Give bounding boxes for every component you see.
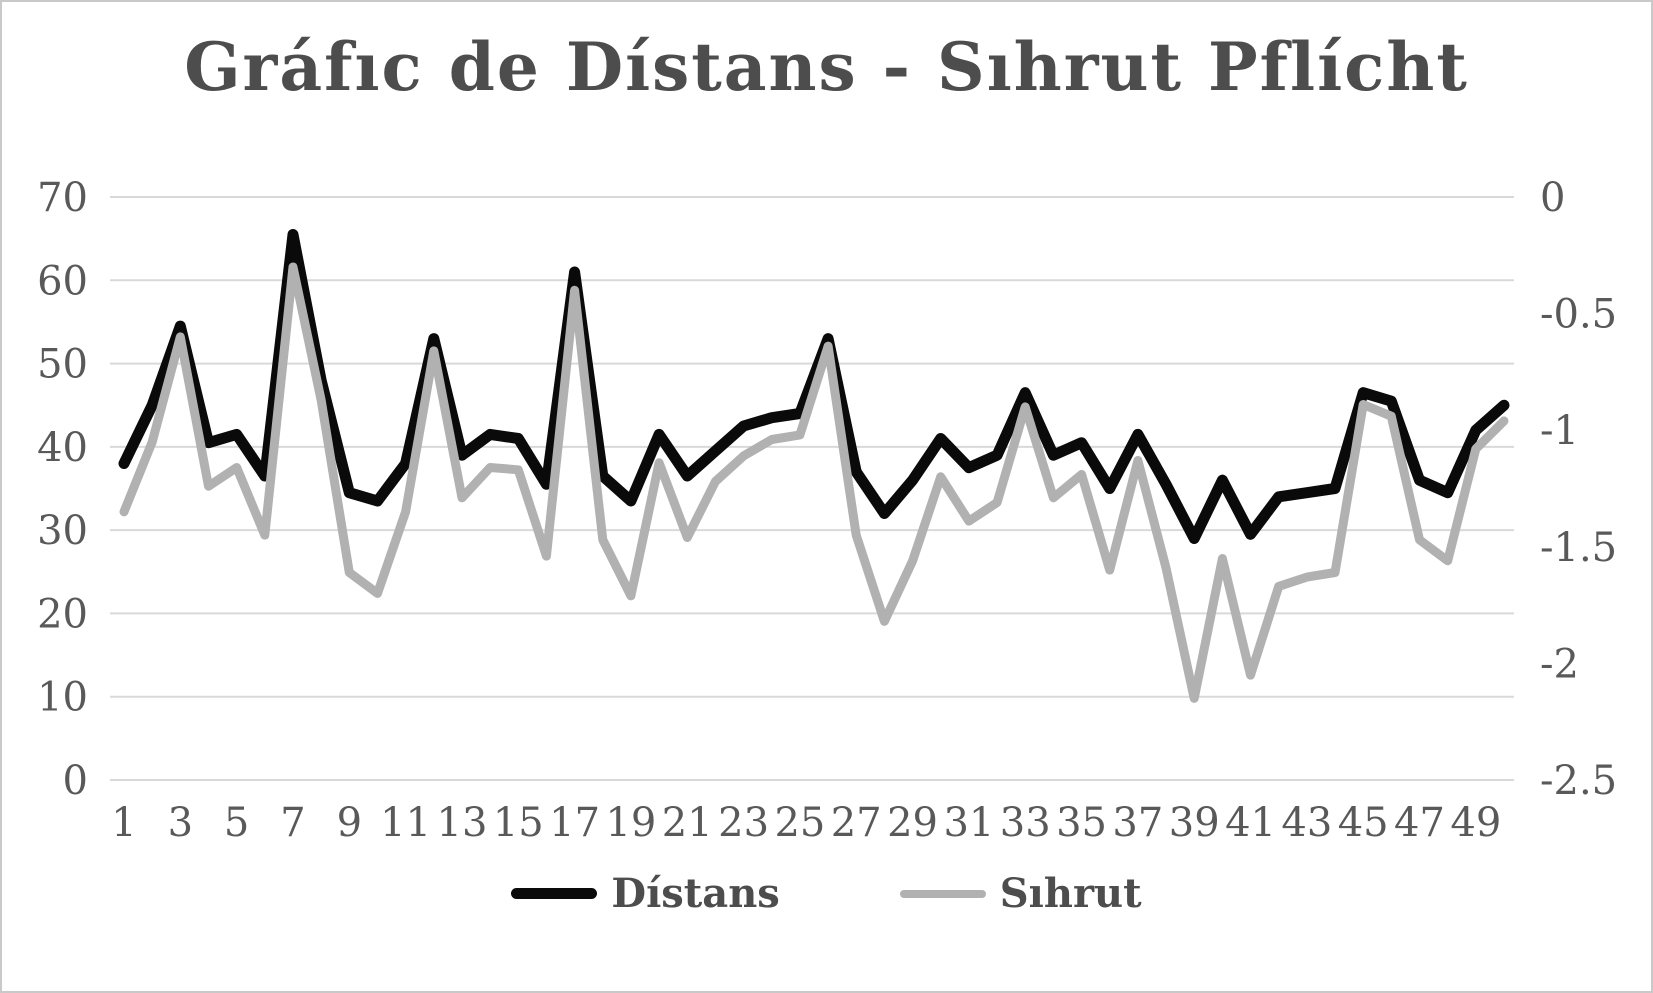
left-axis-tick-label: 60: [37, 258, 88, 304]
x-axis-tick-label: 25: [774, 800, 825, 846]
left-axis-tick-label: 50: [37, 342, 88, 388]
x-axis-tick-label: 11: [380, 800, 431, 846]
right-axis-tick-label: 0: [1540, 175, 1565, 221]
right-axis-tick-label: -0.5: [1540, 292, 1617, 338]
left-axis-tick-label: 30: [37, 508, 88, 554]
x-axis-tick-label: 15: [493, 800, 544, 846]
x-axis-tick-label: 45: [1338, 800, 1389, 846]
chart-legend: Dístans Sıhrut: [2, 870, 1651, 917]
x-axis-tick-label: 31: [943, 800, 994, 846]
x-axis-tick-label: 35: [1056, 800, 1107, 846]
x-axis-tick-label: 27: [831, 800, 882, 846]
distans-legend-line: [511, 888, 598, 899]
x-axis-tick-label: 5: [224, 800, 249, 846]
x-axis-tick-label: 1: [111, 800, 136, 846]
x-axis-tick-label: 33: [1000, 800, 1051, 846]
x-axis-tick-label: 41: [1225, 800, 1276, 846]
x-axis-tick-label: 29: [887, 800, 938, 846]
right-axis-tick-label: -2.5: [1540, 758, 1617, 804]
sihrut-line: [119, 262, 1509, 703]
legend-label-distans: Dístans: [611, 870, 780, 917]
right-axis-tick-label: -1.5: [1540, 525, 1617, 571]
x-axis-tick-label: 7: [280, 800, 305, 846]
legend-label-sihrut: Sıhrut: [999, 870, 1142, 917]
x-axis-tick-label: 17: [549, 800, 600, 846]
chart-title: Gráfıc de Dístans - Sıhrut Pflícht: [184, 28, 1469, 106]
x-axis-tick-label: 37: [1112, 800, 1163, 846]
sihrut-legend-line: [899, 889, 986, 898]
x-axis-tick-label: 43: [1281, 800, 1332, 846]
x-axis-tick-label: 3: [168, 800, 193, 846]
x-axis-tick-label: 21: [662, 800, 713, 846]
x-axis-tick-label: 47: [1394, 800, 1445, 846]
x-axis-tick-label: 49: [1450, 800, 1501, 846]
left-axis-tick-label: 20: [37, 591, 88, 637]
right-axis-tick-label: -1: [1540, 408, 1579, 454]
legend-item-distans[interactable]: Dístans: [511, 870, 780, 917]
left-axis-tick-label: 0: [63, 758, 88, 804]
x-axis-tick-label: 39: [1169, 800, 1220, 846]
left-axis-tick-label: 70: [37, 175, 88, 221]
x-axis-tick-label: 19: [605, 800, 656, 846]
left-axis-tick-label: 40: [37, 425, 88, 471]
right-axis-tick-label: -2: [1540, 641, 1579, 687]
x-axis-tick-label: 13: [437, 800, 488, 846]
legend-item-sihrut[interactable]: Sıhrut: [899, 870, 1142, 917]
left-axis-tick-label: 10: [37, 675, 88, 721]
x-axis-tick-label: 9: [337, 800, 362, 846]
x-axis-tick-label: 23: [718, 800, 769, 846]
